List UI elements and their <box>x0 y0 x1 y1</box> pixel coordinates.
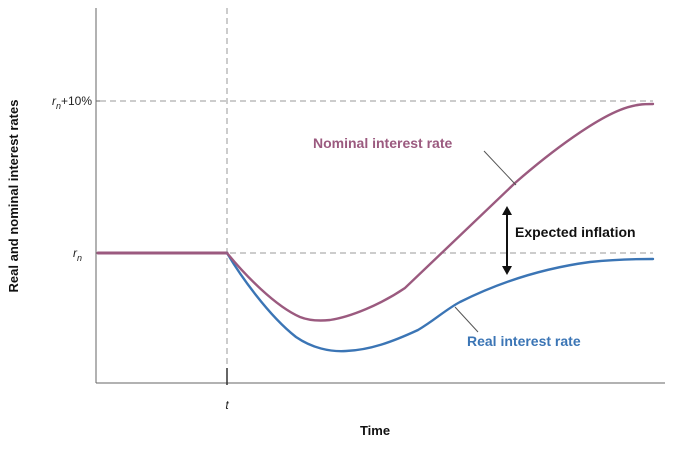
x-tick-label-t: t <box>225 398 229 412</box>
expected-inflation-arrow-head-down <box>502 266 512 275</box>
y-axis-title: Real and nominal interest rates <box>6 100 21 293</box>
y-tick-label-upper: rn+10% <box>52 94 92 111</box>
expected-inflation-label: Expected inflation <box>515 224 636 240</box>
y-tick-label-lower: rn <box>73 246 82 263</box>
real-label-leader <box>454 306 479 333</box>
x-axis-title: Time <box>360 423 390 438</box>
series-nominal-interest-rate-line <box>225 102 655 322</box>
series-real-interest-rate-line <box>225 251 655 353</box>
nominal-label-leader <box>483 150 517 186</box>
expected-inflation-arrow-head-up <box>502 206 512 215</box>
series-label-nominal: Nominal interest rate <box>313 135 452 151</box>
series-label-real: Real interest rate <box>467 333 581 349</box>
